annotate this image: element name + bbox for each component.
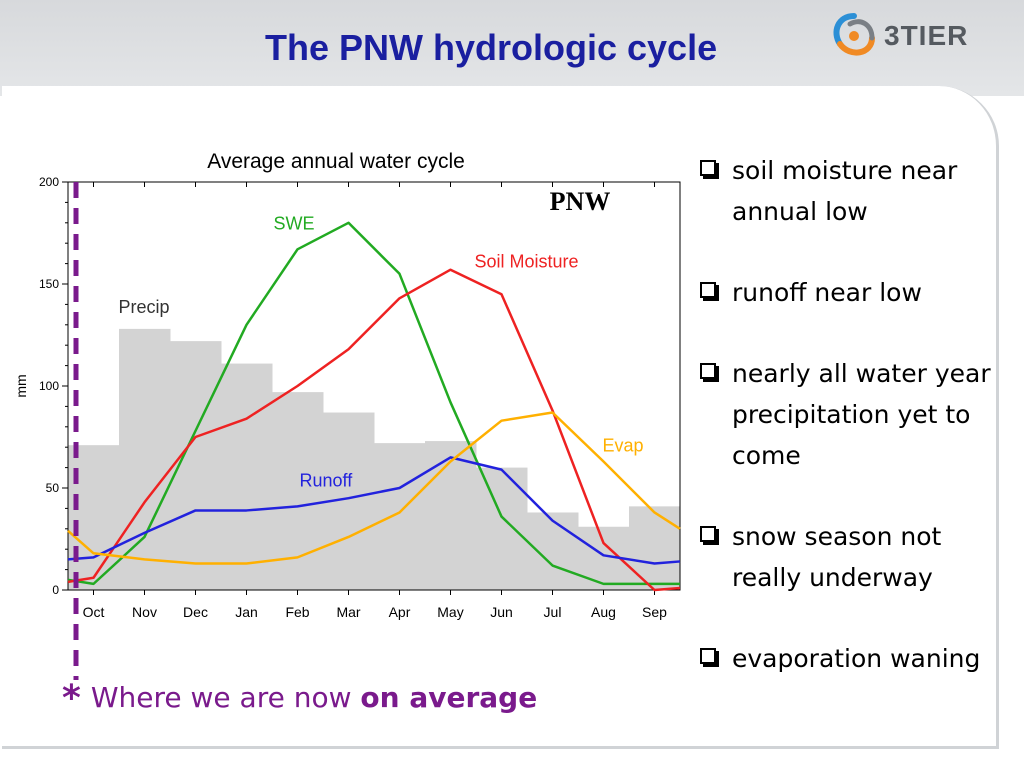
series-line-soil-moisture	[67, 268, 681, 592]
x-tick-label: Feb	[285, 604, 309, 620]
series-line-runoff	[67, 456, 681, 565]
precip-bar	[476, 467, 528, 590]
logo-text: 3TIER	[884, 20, 969, 51]
precip-bar	[119, 328, 171, 590]
y-tick-label: 100	[39, 379, 59, 393]
footnote: * Where we are now on average	[62, 678, 537, 719]
precip-bar	[374, 443, 426, 590]
bullet-item: snow season not really underway	[694, 516, 994, 598]
precip-bar	[425, 441, 477, 590]
x-tick-label: Aug	[591, 604, 616, 620]
x-tick-label: Oct	[83, 604, 105, 620]
y-tick-label: 0	[52, 583, 59, 597]
chart-axes: 0 50 100 150 200 Oct Nov Dec Jan Feb Mar Apr May Jun J…	[13, 175, 681, 620]
x-tick-label: Jun	[490, 604, 513, 620]
bullet-item: evaporation waning	[694, 638, 994, 679]
asterisk-marker: *	[62, 678, 81, 719]
chart-title: Average annual water cycle	[207, 150, 465, 173]
checkbox-bullet-icon	[700, 648, 716, 664]
logo-icon	[833, 13, 875, 56]
checkbox-bullet-icon	[700, 282, 716, 298]
slide-title: The PNW hydrologic cycle	[265, 27, 718, 68]
series-label-swe: SWE	[274, 213, 315, 233]
series-line-swe	[67, 221, 680, 586]
x-tick-label: Jul	[544, 604, 562, 620]
footnote-text: Where we are now	[90, 681, 352, 714]
bullet-list: soil moisture near annual low runoff nea…	[694, 150, 994, 719]
bullet-item: nearly all water year precipitation yet …	[694, 353, 994, 476]
series-line-evap	[67, 411, 681, 565]
x-tick-label: May	[437, 604, 463, 620]
x-tick-label: Nov	[132, 604, 157, 620]
y-tick-label: 150	[39, 277, 59, 291]
bullet-item: runoff near low	[694, 272, 994, 313]
checkbox-bullet-icon	[700, 526, 716, 542]
precip-bar	[527, 512, 579, 590]
series-label-evap: Evap	[603, 435, 644, 455]
bullet-item: soil moisture near annual low	[694, 150, 994, 232]
series-lines	[67, 221, 681, 592]
series-label-soil-moisture: Soil Moisture	[475, 252, 579, 272]
water-cycle-chart: 0 50 100 150 200 Oct Nov Dec Jan Feb Mar Apr May Jun J…	[13, 150, 681, 680]
precip-bars	[68, 328, 681, 590]
precip-bar	[629, 506, 681, 590]
x-tick-label: Dec	[183, 604, 208, 620]
x-tick-label: Mar	[336, 604, 360, 620]
series-label-runoff: Runoff	[300, 470, 354, 490]
series-label-precip: Precip	[119, 297, 170, 317]
company-logo: 3TIER	[826, 10, 1006, 62]
checkbox-bullet-icon	[700, 363, 716, 379]
precip-bar	[221, 363, 273, 590]
region-label: PNW	[550, 187, 611, 216]
checkbox-bullet-icon	[700, 160, 716, 176]
footnote-emphasis: on average	[360, 681, 538, 714]
x-tick-label: Jan	[235, 604, 258, 620]
x-tick-label: Sep	[642, 604, 667, 620]
x-tick-label: Apr	[389, 604, 411, 620]
y-tick-label: 200	[39, 175, 59, 189]
y-axis-label: mm	[13, 374, 29, 397]
chart-labels: Average annual water cycle PNW SWE Soil Moi…	[119, 150, 644, 490]
y-tick-label: 50	[46, 481, 60, 495]
